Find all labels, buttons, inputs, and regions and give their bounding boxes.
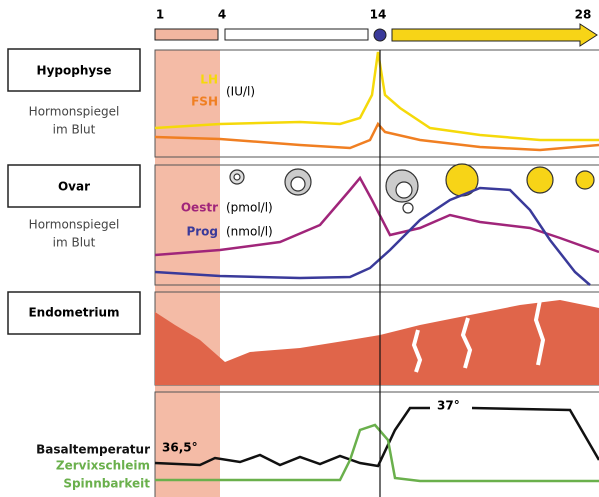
subtitle: Hormonspiegel [29,218,120,232]
basal-curve [155,408,599,466]
temp-label: 37° [437,399,460,413]
day-label: 28 [575,8,592,22]
panel-label: Hypophyse [37,64,112,78]
unit: (IU/l) [226,85,255,99]
fsh-curve [155,124,599,150]
ovulation-dot [374,29,386,41]
fsh-label: FSH [191,95,218,109]
day-label: 14 [370,8,387,22]
day-label: 4 [218,8,226,22]
follicular-bar [225,29,368,40]
lh-label: LH [200,73,218,87]
mucus-curve [155,425,599,481]
bottom-label: Spinnbarkeit [63,477,150,491]
prog-label: Prog [186,225,218,239]
subtitle: im Blut [53,236,96,250]
panel-label: Endometrium [28,306,119,320]
panel-label: Ovar [58,180,90,194]
unit: (nmol/l) [226,225,273,239]
bottom-label: Zervixschleim [56,459,150,473]
unit: (pmol/l) [226,201,273,215]
endometrium-layer [155,300,599,385]
temp-label: 36,5° [162,441,198,455]
day-label: 1 [156,8,164,22]
subtitle: im Blut [53,123,96,137]
oestr-label: Oestr [181,201,218,215]
menses-bar [155,29,218,40]
luteal-arrow [392,24,597,46]
bottom-label: Basaltemperatur [36,443,150,457]
subtitle: Hormonspiegel [29,105,120,119]
follicles [230,164,594,213]
cycle-diagram: 1 4 14 28 Hypophyse Hormonspiegel im Blu… [0,0,599,497]
